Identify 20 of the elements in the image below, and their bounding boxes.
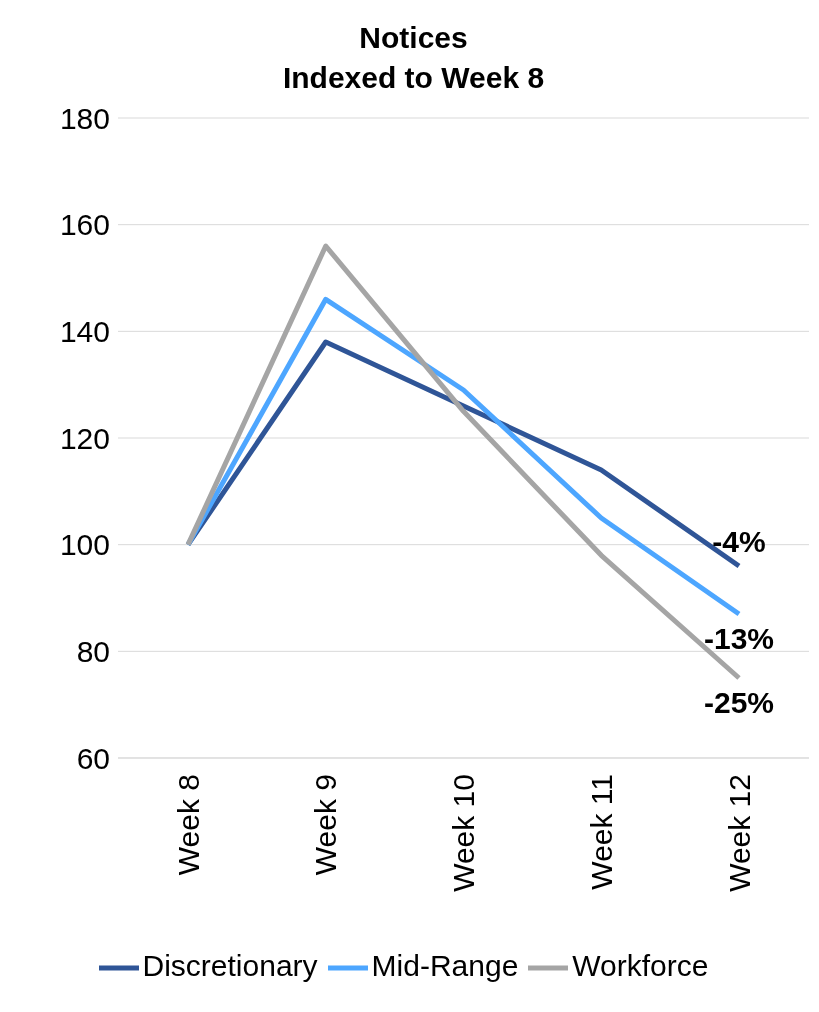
x-tick-label: Week 11	[584, 774, 618, 890]
y-tick-label: 140	[59, 314, 110, 348]
legend-label: Mid-Range	[371, 948, 519, 982]
x-tick-label: Week 8	[171, 774, 205, 876]
chart-title: Notices	[358, 20, 469, 56]
x-tick-label: Week 12	[722, 774, 756, 892]
y-tick-label: 60	[76, 741, 110, 775]
y-tick-label: 80	[76, 634, 110, 668]
y-tick-label: 120	[59, 421, 110, 455]
y-tick-label: 160	[59, 208, 110, 242]
y-tick-label: 100	[59, 528, 110, 562]
legend-label: Discretionary	[142, 948, 318, 982]
legend-label: Workforce	[572, 948, 709, 982]
x-tick-label: Week 10	[447, 774, 480, 892]
x-tick-label: Week 9	[309, 774, 343, 876]
annotation: -25%	[703, 686, 775, 720]
annotation: -13%	[703, 622, 775, 656]
annotation: -4%	[712, 525, 766, 558]
y-tick-label: 180	[59, 101, 110, 135]
chart-subtitle: Indexed to Week 8	[281, 60, 546, 96]
